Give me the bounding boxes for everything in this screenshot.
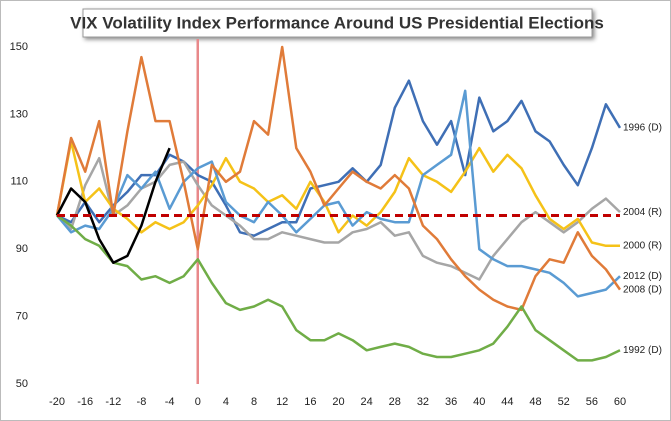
series-line (55, 147, 171, 264)
y-tick-label: 150 (10, 41, 28, 53)
title-box (82, 8, 593, 38)
x-tick-label: -8 (137, 396, 147, 408)
series-line (55, 140, 620, 248)
x-tick-label: 60 (614, 396, 626, 408)
x-tick-label: 32 (417, 396, 429, 408)
x-tick-label: 52 (558, 396, 570, 408)
x-tick-label: 44 (501, 396, 513, 408)
x-tick-label: 0 (195, 396, 201, 408)
x-tick-label: 12 (276, 396, 288, 408)
x-tick-label: 36 (445, 396, 457, 408)
series-line (56, 156, 621, 281)
series-label: 2008 (D) (623, 284, 662, 295)
x-tick-label: 8 (251, 396, 257, 408)
chart-title: VIX Volatility Index Performance Around … (70, 13, 604, 32)
x-tick-label: -20 (49, 396, 65, 408)
x-tick-label: 16 (304, 396, 316, 408)
series-line (56, 89, 621, 298)
series-line (55, 45, 622, 312)
series-label: 2000 (R) (623, 240, 662, 251)
series-line (56, 79, 622, 237)
x-tick-label: 24 (361, 396, 373, 408)
series-label: 2012 (D) (623, 271, 662, 282)
x-tick-label: 20 (332, 396, 344, 408)
series-label: 1992 (D) (623, 345, 662, 356)
y-tick-label: 70 (16, 311, 28, 323)
x-tick-label: -4 (165, 396, 175, 408)
series-line (56, 214, 621, 362)
y-tick-label: 110 (10, 176, 28, 188)
x-tick-label: -12 (105, 396, 121, 408)
x-tick-label: -16 (77, 396, 93, 408)
y-tick-label: 90 (16, 243, 28, 255)
x-tick-label: 56 (586, 396, 598, 408)
x-tick-label: 48 (529, 396, 541, 408)
series-label: 2004 (R) (623, 207, 662, 218)
y-tick-label: 50 (16, 378, 28, 390)
y-tick-label: 130 (10, 108, 28, 120)
series-label: 1996 (D) (623, 123, 662, 134)
x-tick-label: 40 (473, 396, 485, 408)
x-tick-label: 28 (389, 396, 401, 408)
x-tick-label: 4 (223, 396, 229, 408)
